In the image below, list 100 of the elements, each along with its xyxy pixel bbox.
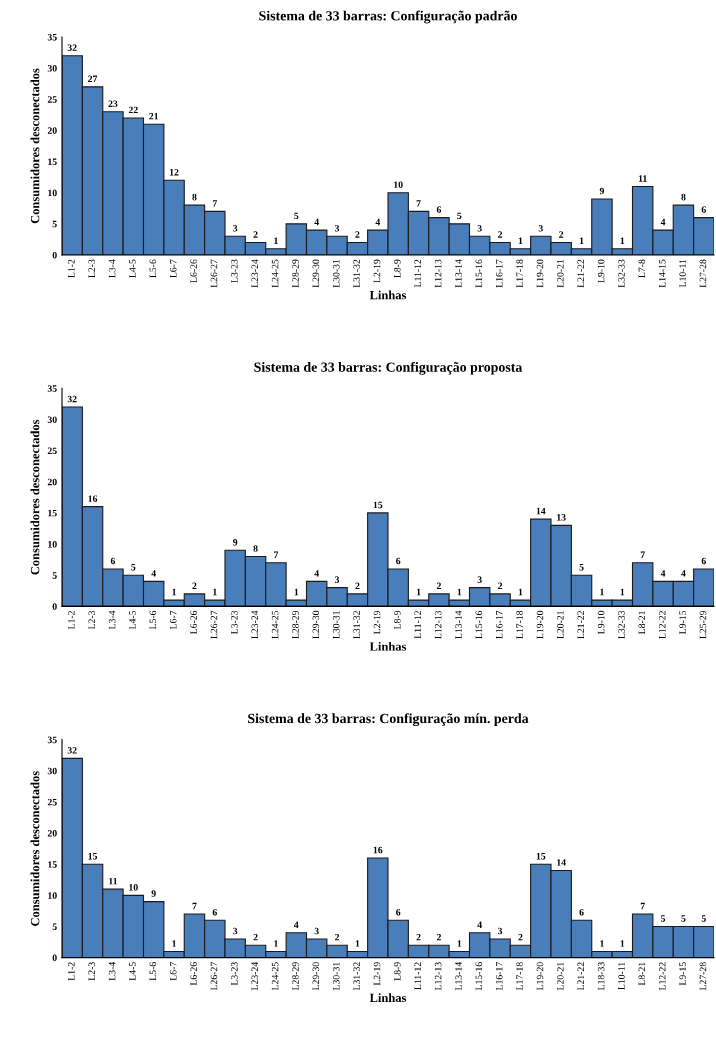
x-tick-label: L24-25 bbox=[271, 259, 279, 288]
data-label: 10 bbox=[129, 884, 138, 891]
data-label: 7 bbox=[640, 902, 645, 910]
y-tick-label: 15 bbox=[48, 509, 57, 517]
data-label: 4 bbox=[477, 921, 482, 928]
x-tick-label: L32-33 bbox=[618, 610, 625, 639]
chart-title: Sistema de 33 barras: Configuração mín. perda bbox=[248, 713, 529, 727]
data-label: 5 bbox=[294, 212, 299, 220]
data-label: 6 bbox=[436, 206, 442, 213]
x-tick-label: L28-29 bbox=[292, 259, 299, 288]
x-tick-label: L20-21 bbox=[557, 259, 564, 288]
data-label: 2 bbox=[253, 231, 258, 238]
data-label: 5 bbox=[579, 563, 584, 571]
data-label: 4 bbox=[314, 570, 319, 577]
data-label: 32 bbox=[67, 747, 77, 754]
x-tick-label: L13-14 bbox=[455, 610, 462, 639]
data-label: 1 bbox=[274, 237, 278, 244]
x-tick-label: L17-18 bbox=[516, 259, 523, 288]
data-label: 4 bbox=[151, 570, 156, 577]
x-tick-label: L9-10 bbox=[597, 610, 605, 634]
x-tick-label: L29-30 bbox=[312, 259, 320, 288]
data-label: 9 bbox=[599, 187, 605, 195]
x-tick-label: L4-5 bbox=[129, 962, 136, 981]
data-label: 1 bbox=[172, 588, 176, 596]
data-label: 7 bbox=[212, 200, 218, 207]
x-tick-label: L27-28 bbox=[699, 962, 707, 991]
data-label: 2 bbox=[559, 231, 564, 238]
y-tick-label: 20 bbox=[47, 830, 57, 837]
data-label: 3 bbox=[477, 225, 482, 232]
x-tick-label: L26-27 bbox=[210, 610, 218, 639]
chart-title: Sistema de 33 barras: Configuração padrão bbox=[259, 10, 517, 24]
x-tick-label: L2-3 bbox=[88, 610, 95, 630]
data-label: 6 bbox=[701, 206, 706, 213]
data-label: 13 bbox=[557, 514, 566, 521]
data-label: 6 bbox=[396, 909, 401, 916]
x-tick-label: L23-24 bbox=[251, 610, 258, 639]
data-label: 1 bbox=[600, 940, 604, 947]
data-label: 5 bbox=[457, 212, 462, 220]
x-tick-label: L31-32 bbox=[353, 962, 360, 991]
data-label: 11 bbox=[109, 877, 118, 885]
data-label: 1 bbox=[579, 237, 584, 244]
x-tick-label: L12-22 bbox=[658, 611, 666, 639]
x-tick-label: L17-18 bbox=[516, 610, 523, 639]
y-tick-label: 30 bbox=[47, 416, 57, 423]
data-label: 2 bbox=[355, 582, 360, 590]
data-label: 9 bbox=[151, 890, 156, 897]
x-tick-label: L24-25 bbox=[271, 610, 279, 639]
x-tick-label: L1-2 bbox=[68, 611, 75, 630]
data-label: 1 bbox=[457, 940, 462, 947]
data-label: 6 bbox=[110, 557, 116, 565]
data-label: 5 bbox=[131, 563, 136, 571]
x-tick-label: L29-30 bbox=[312, 610, 320, 639]
data-label: 2 bbox=[416, 933, 421, 941]
y-tick-label: 35 bbox=[47, 33, 57, 41]
x-tick-label: L28-29 bbox=[292, 962, 299, 991]
data-label: 8 bbox=[253, 545, 258, 552]
y-tick-label: 10 bbox=[48, 540, 57, 548]
data-label: 7 bbox=[416, 200, 421, 207]
x-tick-label: L2-3 bbox=[88, 259, 95, 278]
x-tick-label: L14-15 bbox=[658, 259, 666, 288]
x-tick-label: L28-29 bbox=[292, 610, 299, 639]
y-axis-title: Consumidores desconectados bbox=[30, 771, 40, 926]
data-label: 12 bbox=[169, 168, 179, 176]
data-label: 4 bbox=[660, 570, 666, 577]
x-tick-label: L12-13 bbox=[434, 962, 442, 991]
data-label: 21 bbox=[149, 112, 159, 120]
x-tick-label: L2-19 bbox=[373, 610, 381, 634]
y-tick-label: 5 bbox=[52, 220, 57, 228]
data-label: 9 bbox=[233, 538, 238, 546]
data-label: 14 bbox=[536, 507, 546, 515]
x-tick-label: L31-32 bbox=[353, 611, 360, 639]
data-label: 4 bbox=[660, 218, 666, 226]
x-tick-label: L13-14 bbox=[455, 961, 462, 991]
y-tick-label: 20 bbox=[47, 478, 57, 486]
x-tick-label: L6-26 bbox=[190, 259, 197, 283]
x-tick-label: L6-26 bbox=[190, 962, 197, 986]
data-label: 2 bbox=[355, 231, 360, 238]
data-label: 7 bbox=[274, 551, 279, 558]
x-tick-label: L19-20 bbox=[536, 610, 544, 639]
x-tick-label: L11-12 bbox=[414, 259, 421, 288]
x-tick-label: L16-17 bbox=[495, 610, 503, 639]
x-tick-label: L5-6 bbox=[149, 962, 157, 981]
chart-title: Sistema de 33 barras: Configuração proposta bbox=[254, 361, 523, 375]
data-label: 3 bbox=[477, 576, 482, 583]
x-tick-label: L15-16 bbox=[475, 610, 483, 639]
x-tick-label: L18-33 bbox=[597, 962, 605, 991]
x-tick-label: L8-9 bbox=[394, 962, 401, 981]
y-tick-label: 35 bbox=[47, 385, 57, 392]
data-label: 3 bbox=[335, 225, 340, 232]
x-tick-label: L9-15 bbox=[679, 962, 686, 986]
data-label: 6 bbox=[396, 557, 401, 565]
data-label: 11 bbox=[638, 175, 647, 182]
x-tick-label: L2-19 bbox=[373, 259, 381, 283]
data-label: 1 bbox=[294, 588, 299, 596]
data-label: 1 bbox=[457, 588, 462, 596]
x-tick-label: L3-23 bbox=[231, 962, 238, 986]
data-label: 3 bbox=[233, 225, 238, 232]
data-label: 4 bbox=[375, 218, 381, 226]
x-tick-label: L29-30 bbox=[312, 962, 320, 991]
y-tick-label: 30 bbox=[47, 65, 57, 72]
